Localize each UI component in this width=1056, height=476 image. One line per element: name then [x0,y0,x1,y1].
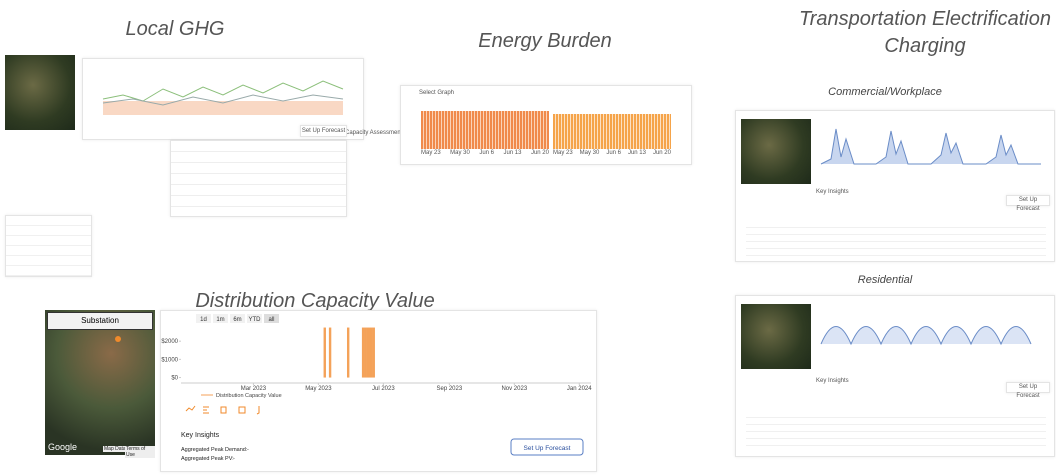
subtitle: Residential [785,274,985,286]
section-title: Energy Burden [445,30,645,53]
x-label: May 30 [450,150,470,156]
table-thumbnail [746,221,1046,257]
section-title: Local GHG [75,18,275,41]
bar [364,328,366,378]
subtitle: Commercial/Workplace [785,86,985,98]
y-tick-label: $2000 [161,339,178,345]
map-link[interactable]: Map Data [103,446,127,452]
insights-title: Key Insights [181,432,220,439]
chart: Key Insights Aggregated Peak Demand: - A… [161,311,596,471]
range-button-label[interactable]: YTD [249,317,262,323]
table-thumbnail [170,140,347,217]
range-button-label[interactable]: 6m [233,317,241,323]
range-button-label[interactable]: all [268,317,274,323]
summary-thumbnail [5,215,92,277]
insights-title: Key Insights [816,189,849,195]
bar [329,328,331,378]
y-tick-label: $0 [171,376,178,382]
commercial-thumbnail: Key Insights Set Up Forecast [735,110,1055,262]
x-label: Jun 6 [479,150,494,156]
insights-title: Key Insights [816,378,849,384]
bar [362,328,364,378]
button[interactable]: Set Up Forecast [300,125,347,137]
insight-label: Aggregated Peak PV: [181,456,234,462]
insight-value: - [247,447,249,453]
table-thumbnail [746,411,1046,451]
x-label: May 23 [553,150,573,156]
map: Substation Google Map Data Terms of Use [45,310,155,455]
y-tick-label: $1000 [161,357,178,363]
energy-chart-thumbnail: Select Graph May 23 May 30 Jun 6 Jun 13 Jun … [400,85,692,165]
map-marker [115,336,121,342]
map-brand: Google [48,442,77,452]
panel: Key Insights Aggregated Peak Demand: - A… [160,310,597,472]
x-tick-label: Jan 2024 [567,386,592,392]
button[interactable]: Set Up Forecast [1006,195,1050,206]
residential-thumbnail: Key Insights Set Up Forecast [735,295,1055,457]
range-button-label[interactable]: 1m [216,317,224,323]
select-label: Select Graph [419,90,454,96]
x-label: May 23 [421,150,441,156]
bar [324,328,326,378]
x-tick-label: May 2023 [305,386,332,392]
x-label: Jun 20 [531,150,549,156]
label: Capacity Assessment [345,130,402,136]
x-label: Jun 13 [503,150,521,156]
map-thumbnail [5,55,75,130]
series-area [421,111,549,149]
section-title: Transportation Electrification Charging [790,6,1056,60]
x-labels: May 23 May 30 Jun 6 Jun 13 Jun 20 [553,150,671,156]
x-label: Jun 6 [606,150,621,156]
bar [368,328,370,378]
toolbar-icons [186,406,259,414]
legend-label: Distribution Capacity Value [216,393,282,399]
bar [370,328,372,378]
x-label: May 30 [580,150,600,156]
x-labels: May 23 May 30 Jun 6 Jun 13 Jun 20 [421,150,549,156]
button[interactable]: Set Up Forecast [1006,382,1050,393]
residential-chart-art [816,304,1046,354]
x-tick-label: Sep 2023 [437,386,463,392]
x-label: Jun 20 [653,150,671,156]
forecast-button-label[interactable]: Set Up Forecast [524,445,571,452]
bar [347,328,349,378]
insight-label: Aggregated Peak Demand: [181,447,248,453]
commercial-chart-art [816,119,1046,169]
bar [373,328,375,378]
x-tick-label: Mar 2023 [241,386,267,392]
series-area [553,114,671,149]
x-tick-label: Nov 2023 [501,386,527,392]
insight-value: - [233,456,235,462]
map-link[interactable]: Terms of Use [125,446,155,458]
x-tick-label: Jul 2023 [372,386,395,392]
map-thumbnail [741,119,811,184]
map-thumbnail [741,304,811,369]
bar [366,328,368,378]
range-button-label[interactable]: 1d [200,317,207,323]
x-label: Jun 13 [628,150,646,156]
map-label: Substation [47,312,153,330]
page: {"sections": { "local_ghg": {"title": "L… [0,0,1056,471]
